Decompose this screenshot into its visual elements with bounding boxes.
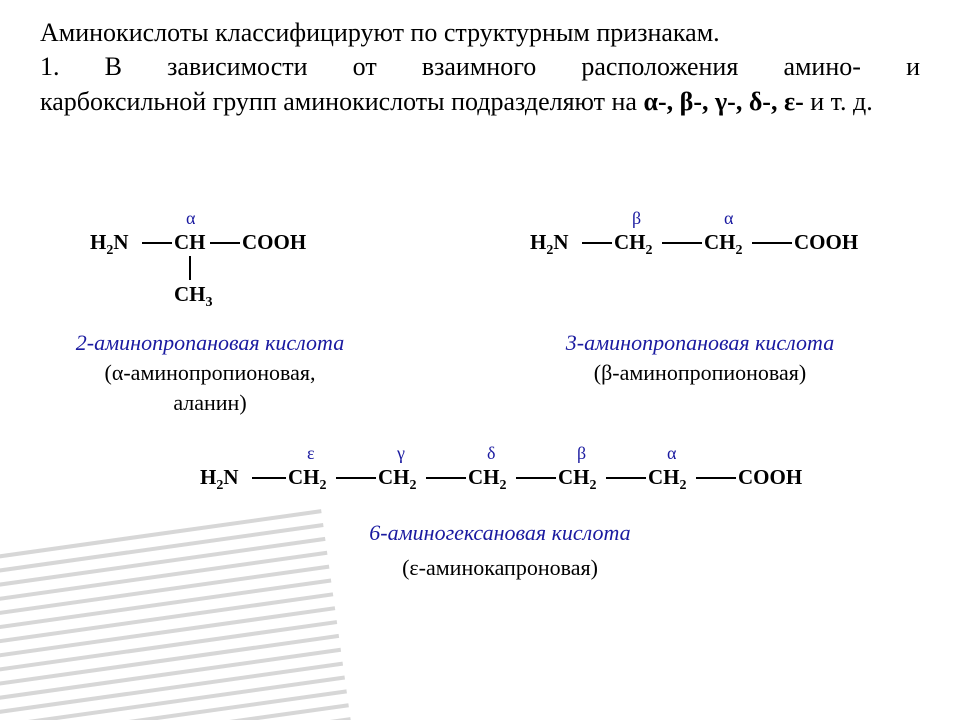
beta-ch2b: CH2 <box>704 230 743 255</box>
alpha-h2n: H2N <box>90 230 129 255</box>
eps-bond4 <box>516 477 556 479</box>
alpha-bond3 <box>189 256 191 280</box>
eps-label-b: β <box>577 443 586 464</box>
intro-line1: Аминокислоты классифицируют по структурн… <box>40 16 920 50</box>
alpha-ch: CH <box>174 230 206 255</box>
beta-label-a: α <box>724 208 733 229</box>
eps-ch2-5: CH2 <box>648 465 687 490</box>
alpha-label-a: α <box>186 208 195 229</box>
beta-h2n: H2N <box>530 230 569 255</box>
eps-label-d: δ <box>487 443 495 464</box>
alpha-bond1 <box>142 242 172 244</box>
beta-bond1 <box>582 242 612 244</box>
beta-alt1: (β-аминопропионовая) <box>520 360 880 386</box>
eps-h2n: H2N <box>200 465 239 490</box>
eps-ch2-3: CH2 <box>468 465 507 490</box>
beta-bond2 <box>662 242 702 244</box>
intro-line2: 1. В зависимости от взаимного расположен… <box>40 50 920 84</box>
eps-ch2-1: CH2 <box>288 465 327 490</box>
eps-name: 6-аминогексановая кислота <box>300 520 700 546</box>
intro-tail: и т. д. <box>804 87 873 116</box>
eps-bond6 <box>696 477 736 479</box>
eps-label-g: γ <box>397 443 405 464</box>
alpha-alt1: (α-аминопропионовая, <box>60 360 360 386</box>
eps-cooh: COOH <box>738 465 802 490</box>
eps-bond2 <box>336 477 376 479</box>
alpha-name: 2-аминопропановая кислота <box>60 330 360 356</box>
beta-ch2a: CH2 <box>614 230 653 255</box>
beta-name: 3-аминопропановая кислота <box>520 330 880 356</box>
beta-cooh: COOH <box>794 230 858 255</box>
eps-ch2-2: CH2 <box>378 465 417 490</box>
beta-bond3 <box>752 242 792 244</box>
alpha-ch3: CH3 <box>174 282 213 307</box>
intro-text: Аминокислоты классифицируют по структурн… <box>40 16 920 119</box>
eps-bond5 <box>606 477 646 479</box>
eps-label-a: α <box>667 443 676 464</box>
alpha-alt2: аланин) <box>60 390 360 416</box>
page: Аминокислоты классифицируют по структурн… <box>0 0 960 720</box>
eps-bond1 <box>252 477 286 479</box>
decor-stripes <box>0 509 354 720</box>
eps-bond3 <box>426 477 466 479</box>
eps-alt1: (ε-аминокапроновая) <box>300 555 700 581</box>
eps-label-e: ε <box>307 443 315 464</box>
eps-ch2-4: CH2 <box>558 465 597 490</box>
intro-bold: α-, β-, γ-, δ-, ε- <box>643 87 803 116</box>
intro-line3: карбоксильной групп аминокислоты подразд… <box>40 85 920 119</box>
alpha-bond2 <box>210 242 240 244</box>
alpha-cooh: COOH <box>242 230 306 255</box>
beta-label-b: β <box>632 208 641 229</box>
intro-line3-pre: карбоксильной групп аминокислоты подразд… <box>40 87 643 116</box>
